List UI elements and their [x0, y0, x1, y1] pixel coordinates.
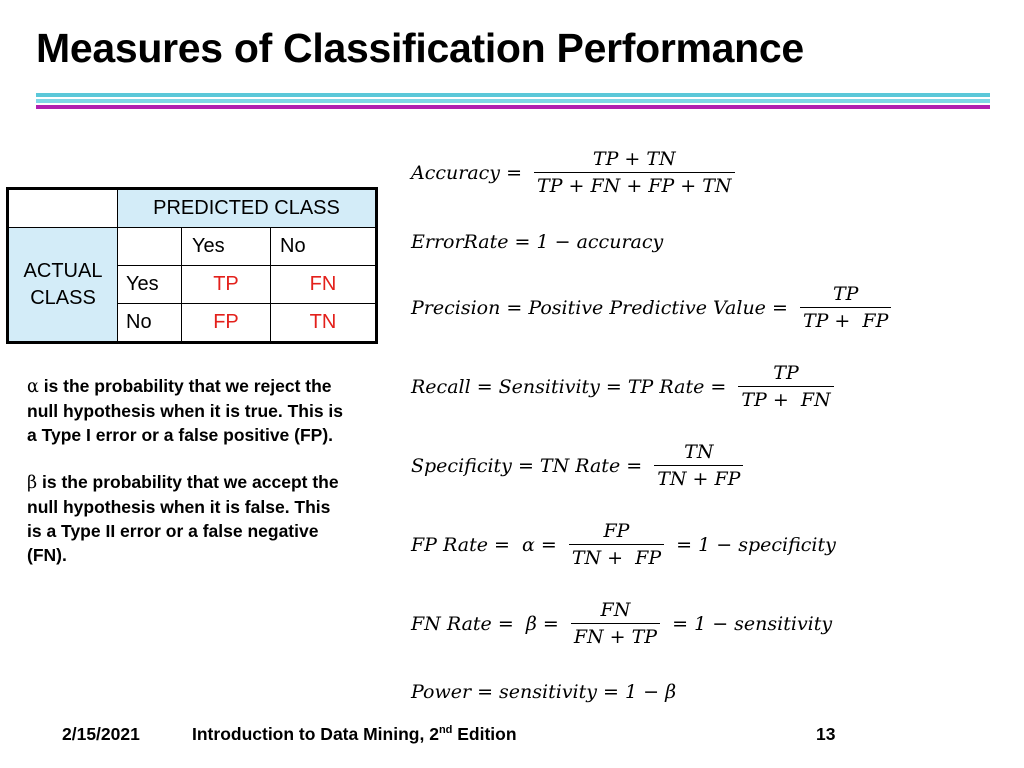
- title-rule-middle: [36, 99, 990, 103]
- accuracy-formula: Accuracy = TP + TN TP + FN + FP + TN: [411, 148, 741, 197]
- actual-no-label: No: [117, 303, 182, 343]
- footer-course-superscript: nd: [438, 724, 453, 736]
- alpha-note-text: is the probability that we reject the nu…: [27, 376, 344, 445]
- accuracy-lhs: Accuracy =: [411, 161, 529, 184]
- title-rule-top: [36, 93, 990, 97]
- slide-title: Measures of Classification Performance: [36, 25, 804, 71]
- specificity-fraction: TN TN + FP: [654, 441, 744, 490]
- predicted-yes-header: Yes: [181, 227, 271, 266]
- power-formula: Power = sensitivity = 1 − β: [411, 681, 676, 703]
- footer-date: 2/15/2021: [62, 724, 140, 744]
- matrix-header-row: PREDICTED CLASS: [7, 188, 377, 228]
- footer-course-prefix: Introduction to Data Mining, 2: [192, 724, 439, 744]
- beta-symbol: β: [27, 473, 38, 493]
- recall-numerator: TP: [773, 362, 799, 384]
- error-rate-text: ErrorRate = 1 − accuracy: [411, 231, 664, 253]
- fp-rate-lhs: FP Rate = α =: [411, 533, 563, 556]
- actual-class-line-2: CLASS: [30, 286, 96, 309]
- footer-course: Introduction to Data Mining, 2nd Edition: [192, 724, 517, 745]
- fn-rate-denominator: FN + TP: [570, 623, 661, 648]
- title-rule-bottom: [36, 105, 990, 109]
- fp-cell: FP: [181, 303, 271, 343]
- fn-rate-formula: FN Rate = β = FN FN + TP = 1 − sensitivi…: [411, 599, 832, 648]
- precision-formula: Precision = Positive Predictive Value = …: [411, 283, 897, 332]
- alpha-note: α is the probability that we reject the …: [27, 374, 347, 447]
- confusion-matrix: PREDICTED CLASS ACTUAL CLASS Yes No Yes T…: [6, 187, 378, 344]
- fn-rate-fraction: FN FN + TP: [570, 599, 661, 648]
- specificity-formula: Specificity = TN Rate = TN TN + FP: [411, 441, 749, 490]
- actual-class-line-1: ACTUAL: [23, 259, 103, 282]
- recall-denominator: TP + FN: [738, 386, 834, 411]
- matrix-blank-cell: [117, 227, 182, 266]
- fp-rate-rhs: = 1 − specificity: [670, 533, 836, 556]
- recall-lhs: Recall = Sensitivity = TP Rate =: [411, 375, 733, 398]
- fp-rate-denominator: TN + FP: [568, 544, 665, 569]
- recall-fraction: TP TP + FN: [738, 362, 834, 411]
- alpha-symbol: α: [27, 377, 39, 397]
- matrix-subheader-row: ACTUAL CLASS Yes No: [7, 227, 377, 343]
- matrix-row-yes: Yes TP FN: [8, 265, 377, 304]
- accuracy-fraction: TP + TN TP + FN + FP + TN: [534, 148, 735, 197]
- fp-rate-fraction: FP TN + FP: [568, 520, 665, 569]
- predicted-class-header: PREDICTED CLASS: [117, 188, 377, 228]
- error-rate-formula: ErrorRate = 1 − accuracy: [411, 231, 663, 253]
- accuracy-denominator: TP + FN + FP + TN: [534, 172, 735, 197]
- actual-yes-label: Yes: [117, 265, 182, 304]
- accuracy-numerator: TP + TN: [592, 148, 676, 170]
- tp-cell: TP: [181, 265, 271, 304]
- matrix-corner-cell: [7, 188, 118, 228]
- recall-formula: Recall = Sensitivity = TP Rate = TP TP +…: [411, 362, 840, 411]
- predicted-no-header: No: [270, 227, 377, 266]
- power-text: Power = sensitivity = 1 − β: [411, 681, 677, 703]
- fn-rate-lhs: FN Rate = β =: [411, 612, 565, 635]
- specificity-denominator: TN + FP: [654, 465, 744, 490]
- beta-note-text: is the probability that we accept the nu…: [27, 472, 339, 565]
- fp-rate-formula: FP Rate = α = FP TN + FP = 1 − specifici…: [411, 520, 836, 569]
- notes: α is the probability that we reject the …: [27, 374, 347, 590]
- precision-denominator: TP + FP: [799, 307, 892, 332]
- precision-numerator: TP: [832, 283, 859, 305]
- specificity-lhs: Specificity = TN Rate =: [411, 454, 649, 477]
- page-number: 13: [816, 724, 836, 744]
- specificity-numerator: TN: [684, 441, 714, 463]
- actual-class-header: ACTUAL CLASS: [7, 227, 118, 343]
- fn-cell: FN: [270, 265, 377, 304]
- precision-fraction: TP TP + FP: [799, 283, 892, 332]
- precision-lhs: Precision = Positive Predictive Value =: [411, 296, 794, 319]
- fn-rate-numerator: FN: [600, 599, 631, 621]
- fp-rate-numerator: FP: [603, 520, 630, 542]
- beta-note: β is the probability that we accept the …: [27, 470, 347, 567]
- tn-cell: TN: [270, 303, 377, 343]
- footer-course-suffix: Edition: [452, 724, 517, 744]
- matrix-row-no: No FP TN: [8, 303, 377, 343]
- fn-rate-rhs: = 1 − sensitivity: [666, 612, 833, 635]
